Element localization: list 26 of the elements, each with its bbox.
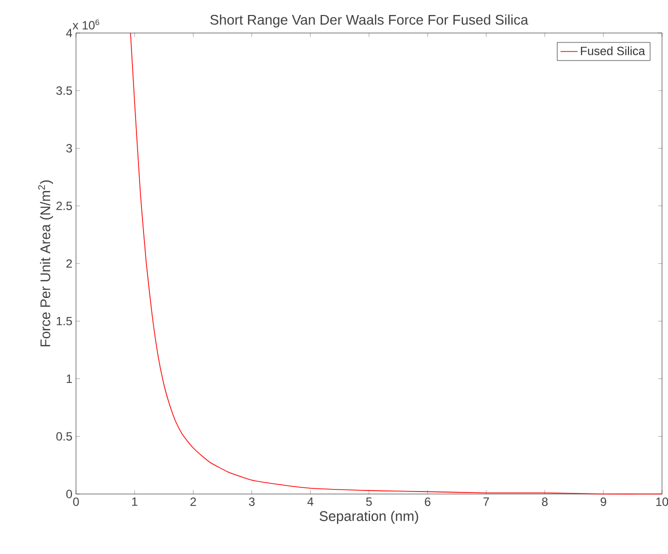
y-tick-label: 0 xyxy=(66,490,72,498)
x-tick-label: 7 xyxy=(483,498,489,506)
x-tick-label: 5 xyxy=(366,498,372,506)
x-tick-label: 4 xyxy=(307,498,314,506)
y-tick-label: 1.5 xyxy=(56,316,72,326)
x-tick-label: 3 xyxy=(248,498,255,506)
x-axis-title: Separation (nm) xyxy=(320,510,418,524)
x-tick-label: 8 xyxy=(542,498,548,506)
x-tick-label: 10 xyxy=(656,498,668,506)
x-tick-label: 9 xyxy=(600,498,606,506)
x-tick-label: 1 xyxy=(132,498,138,506)
y-axis-title: Force Per Unit Area (N/m$^{2}$) xyxy=(38,180,54,346)
chart-title: Short Range Van Der Waals Force For Fused Silica xyxy=(210,14,528,28)
y-tick-label: 1 xyxy=(66,374,72,383)
line-series xyxy=(130,32,662,494)
y-tick-label: 4 xyxy=(66,28,72,38)
x-tick-label: 0 xyxy=(73,498,79,506)
y-tick-label: 2 xyxy=(66,259,72,268)
y-tick-label: 2.5 xyxy=(56,202,72,210)
x-tick-label: 2 xyxy=(190,498,196,506)
y-tick-label: 0.5 xyxy=(56,432,72,441)
y-tick-label: 3 xyxy=(66,144,72,152)
x-tick-label: 6 xyxy=(424,498,430,506)
y-tick-label: 3.5 xyxy=(56,86,72,95)
text: x 10$^{6}$ xyxy=(72,19,100,30)
legend-label: Fused Silica xyxy=(580,46,646,56)
